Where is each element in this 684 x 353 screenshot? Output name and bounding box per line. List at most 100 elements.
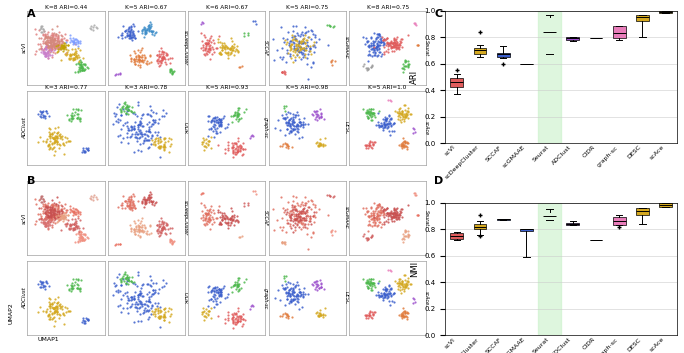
Point <box>140 55 150 61</box>
Point <box>399 283 410 288</box>
Point <box>369 282 380 288</box>
Point <box>390 210 401 216</box>
Point <box>116 279 127 285</box>
Point <box>125 26 136 31</box>
Point <box>395 208 406 214</box>
Point <box>116 309 127 315</box>
Point <box>120 35 131 40</box>
Point <box>78 67 89 73</box>
Point <box>45 206 56 211</box>
Point <box>292 222 303 228</box>
Point <box>146 31 157 37</box>
Point <box>373 49 384 54</box>
Point <box>384 303 395 308</box>
Point <box>116 279 127 284</box>
Point <box>68 113 79 118</box>
Point <box>293 129 304 135</box>
Point <box>392 215 403 221</box>
Point <box>53 214 64 220</box>
Point <box>40 201 51 207</box>
Point <box>282 119 293 124</box>
Point <box>231 140 241 146</box>
Point <box>296 31 307 36</box>
Point <box>152 227 163 233</box>
Point <box>368 45 379 51</box>
Point <box>267 36 278 42</box>
Point <box>42 34 53 40</box>
Point <box>300 48 311 53</box>
Point <box>56 213 67 219</box>
Point <box>58 214 69 220</box>
Point <box>129 301 140 307</box>
Point <box>46 43 57 49</box>
Point <box>303 247 314 252</box>
Point <box>228 42 239 47</box>
Point <box>308 201 319 207</box>
Point <box>154 223 165 229</box>
Point <box>36 23 47 29</box>
Point <box>53 48 64 54</box>
Point <box>52 304 63 310</box>
Point <box>198 203 209 208</box>
Point <box>118 193 129 199</box>
Point <box>369 42 380 48</box>
Point <box>235 145 246 151</box>
Point <box>237 316 248 322</box>
Point <box>369 47 380 53</box>
Point <box>124 198 135 204</box>
Point <box>308 213 319 219</box>
Point <box>46 36 57 41</box>
Point <box>206 305 217 310</box>
Point <box>58 214 69 220</box>
Point <box>154 228 165 234</box>
Point <box>156 229 167 235</box>
Point <box>46 41 57 46</box>
Point <box>49 40 60 46</box>
Point <box>278 240 289 246</box>
Point <box>236 315 247 320</box>
Point <box>75 63 86 68</box>
Point <box>120 110 131 116</box>
Point <box>120 272 131 277</box>
Point <box>382 293 393 299</box>
Point <box>201 208 212 213</box>
Point <box>44 46 55 52</box>
Point <box>118 305 129 311</box>
Point <box>38 47 49 53</box>
Point <box>283 130 294 136</box>
Point <box>291 123 302 129</box>
Point <box>373 292 384 298</box>
Point <box>45 144 56 150</box>
Point <box>42 35 53 40</box>
Point <box>70 41 81 47</box>
Y-axis label: ADClust: ADClust <box>22 117 27 139</box>
Point <box>204 283 215 288</box>
Point <box>277 143 288 149</box>
Point <box>395 314 406 319</box>
Point <box>60 212 71 218</box>
Point <box>135 290 146 295</box>
Point <box>216 44 227 50</box>
Point <box>137 282 148 288</box>
Point <box>291 42 302 47</box>
Point <box>295 44 306 50</box>
Point <box>409 299 420 305</box>
Point <box>56 43 67 49</box>
Point <box>302 39 313 44</box>
Point <box>290 42 301 48</box>
Point <box>402 140 412 145</box>
Point <box>40 41 51 46</box>
Point <box>292 43 303 49</box>
Point <box>389 208 400 213</box>
Point <box>233 49 244 54</box>
Point <box>51 213 62 219</box>
Point <box>54 213 65 219</box>
Point <box>54 43 65 49</box>
Point <box>38 283 49 289</box>
Point <box>200 34 211 40</box>
Point <box>359 41 370 46</box>
Point <box>301 45 312 51</box>
Point <box>147 132 158 137</box>
Point <box>232 109 243 114</box>
Point <box>223 145 234 151</box>
